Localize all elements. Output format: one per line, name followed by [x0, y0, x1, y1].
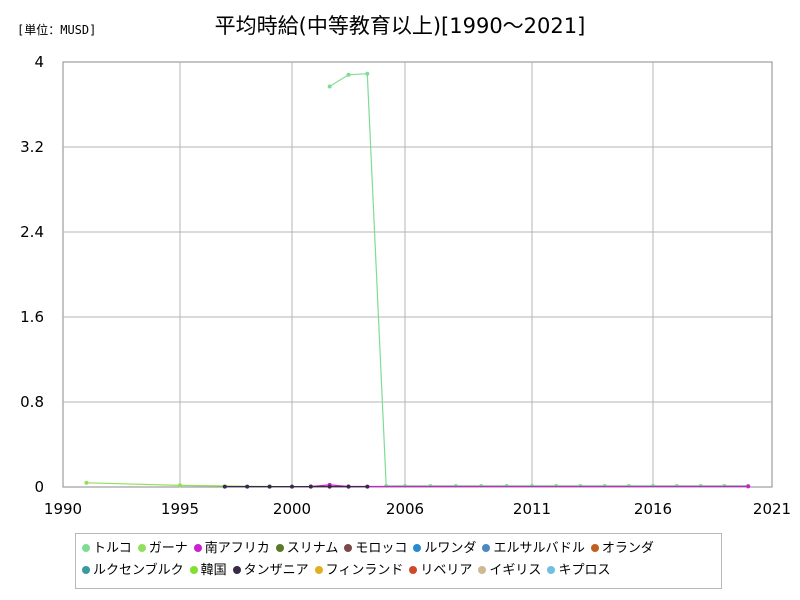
legend-marker [193, 544, 202, 552]
legend-item: トルコ [82, 538, 132, 560]
data-point [267, 484, 272, 489]
legend-item: 韓国 [189, 560, 227, 582]
y-tick-label: 2.4 [20, 223, 44, 241]
legend-item: キプロス [547, 560, 610, 582]
data-point [222, 484, 227, 489]
legend-label: タンザニア [243, 563, 309, 578]
legend-label: イギリス [489, 563, 542, 578]
data-point [327, 84, 332, 89]
legend-label: エルサルバドル [493, 541, 585, 556]
legend-label: ルクセンブルク [93, 563, 184, 578]
x-tick-label: 1995 [161, 500, 199, 518]
x-tick-label: 2006 [386, 500, 424, 518]
legend-marker [232, 566, 241, 574]
data-point [346, 484, 351, 489]
legend-label: ルワンダ [424, 541, 477, 556]
legend-marker [482, 544, 491, 552]
legend-label: フィンランド [325, 563, 404, 578]
legend-item: ルワンダ [413, 538, 476, 560]
legend-marker [413, 544, 422, 552]
legend-marker [547, 566, 556, 574]
y-tick-label: 3.2 [20, 138, 44, 156]
legend-marker [189, 566, 198, 574]
x-tick-label: 2000 [273, 500, 311, 518]
legend-item: タンザニア [232, 560, 309, 582]
plot-area [62, 61, 773, 488]
legend-item: ガーナ [137, 538, 188, 560]
x-tick-label: 2016 [634, 500, 672, 518]
legend-marker [409, 566, 418, 574]
legend-marker [82, 566, 90, 574]
legend-marker [275, 544, 284, 552]
legend-item: イギリス [478, 560, 541, 582]
data-point [178, 483, 182, 488]
y-tick-label: 4 [34, 53, 44, 71]
legend-label: トルコ [93, 541, 132, 556]
legend-marker [82, 544, 90, 552]
legend-label: キプロス [558, 563, 611, 578]
data-point [346, 72, 351, 77]
y-tick-label: 0 [34, 478, 44, 496]
legend-item: フィンランド [314, 560, 404, 582]
data-point [290, 484, 294, 489]
data-point [245, 484, 250, 489]
legend-item: リベリア [409, 560, 472, 582]
data-point [84, 480, 89, 485]
unit-label: [単位：MUSD] [17, 23, 97, 37]
data-point [746, 484, 751, 489]
x-tick-label: 1990 [44, 500, 82, 518]
legend-label: 韓国 [200, 563, 227, 578]
data-point [365, 484, 370, 489]
legend-item: ルクセンブルク [82, 560, 184, 582]
y-tick-label: 0.8 [20, 393, 44, 411]
legend-label: ガーナ [148, 541, 188, 556]
legend-marker [137, 544, 146, 552]
legend-label: オランダ [601, 541, 654, 556]
legend-label: 南アフリカ [204, 541, 270, 556]
legend-marker [590, 544, 599, 552]
data-point [308, 484, 313, 489]
legend-item: スリナム [275, 538, 339, 560]
legend: トルコ ガーナ 南アフリカ スリナム モロッコ ルワンダ エルサルバドル オランダルクセンブル… [75, 533, 722, 589]
y-tick-label: 1.6 [20, 308, 44, 326]
x-tick-label: 2011 [513, 500, 551, 518]
legend-label: モロッコ [355, 541, 408, 556]
legend-item: オランダ [590, 538, 654, 560]
legend-label: スリナム [286, 541, 339, 556]
legend-marker [344, 544, 353, 552]
legend-item: モロッコ [344, 538, 407, 560]
x-tick-label: 2021 [753, 500, 791, 518]
legend-marker [314, 566, 323, 574]
legend-item: 南アフリカ [193, 538, 270, 560]
series-line [310, 484, 749, 488]
legend-marker [478, 566, 487, 574]
legend-label: リベリア [420, 563, 473, 578]
legend-item: エルサルバドル [482, 538, 585, 560]
chart-title: 平均時給(中等教育以上)[1990～2021] [214, 14, 586, 38]
data-point [327, 484, 332, 489]
data-point [365, 71, 370, 76]
